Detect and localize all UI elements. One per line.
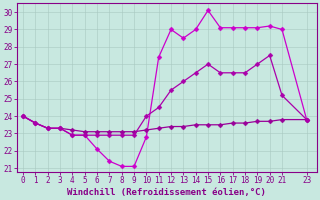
X-axis label: Windchill (Refroidissement éolien,°C): Windchill (Refroidissement éolien,°C): [67, 188, 266, 197]
